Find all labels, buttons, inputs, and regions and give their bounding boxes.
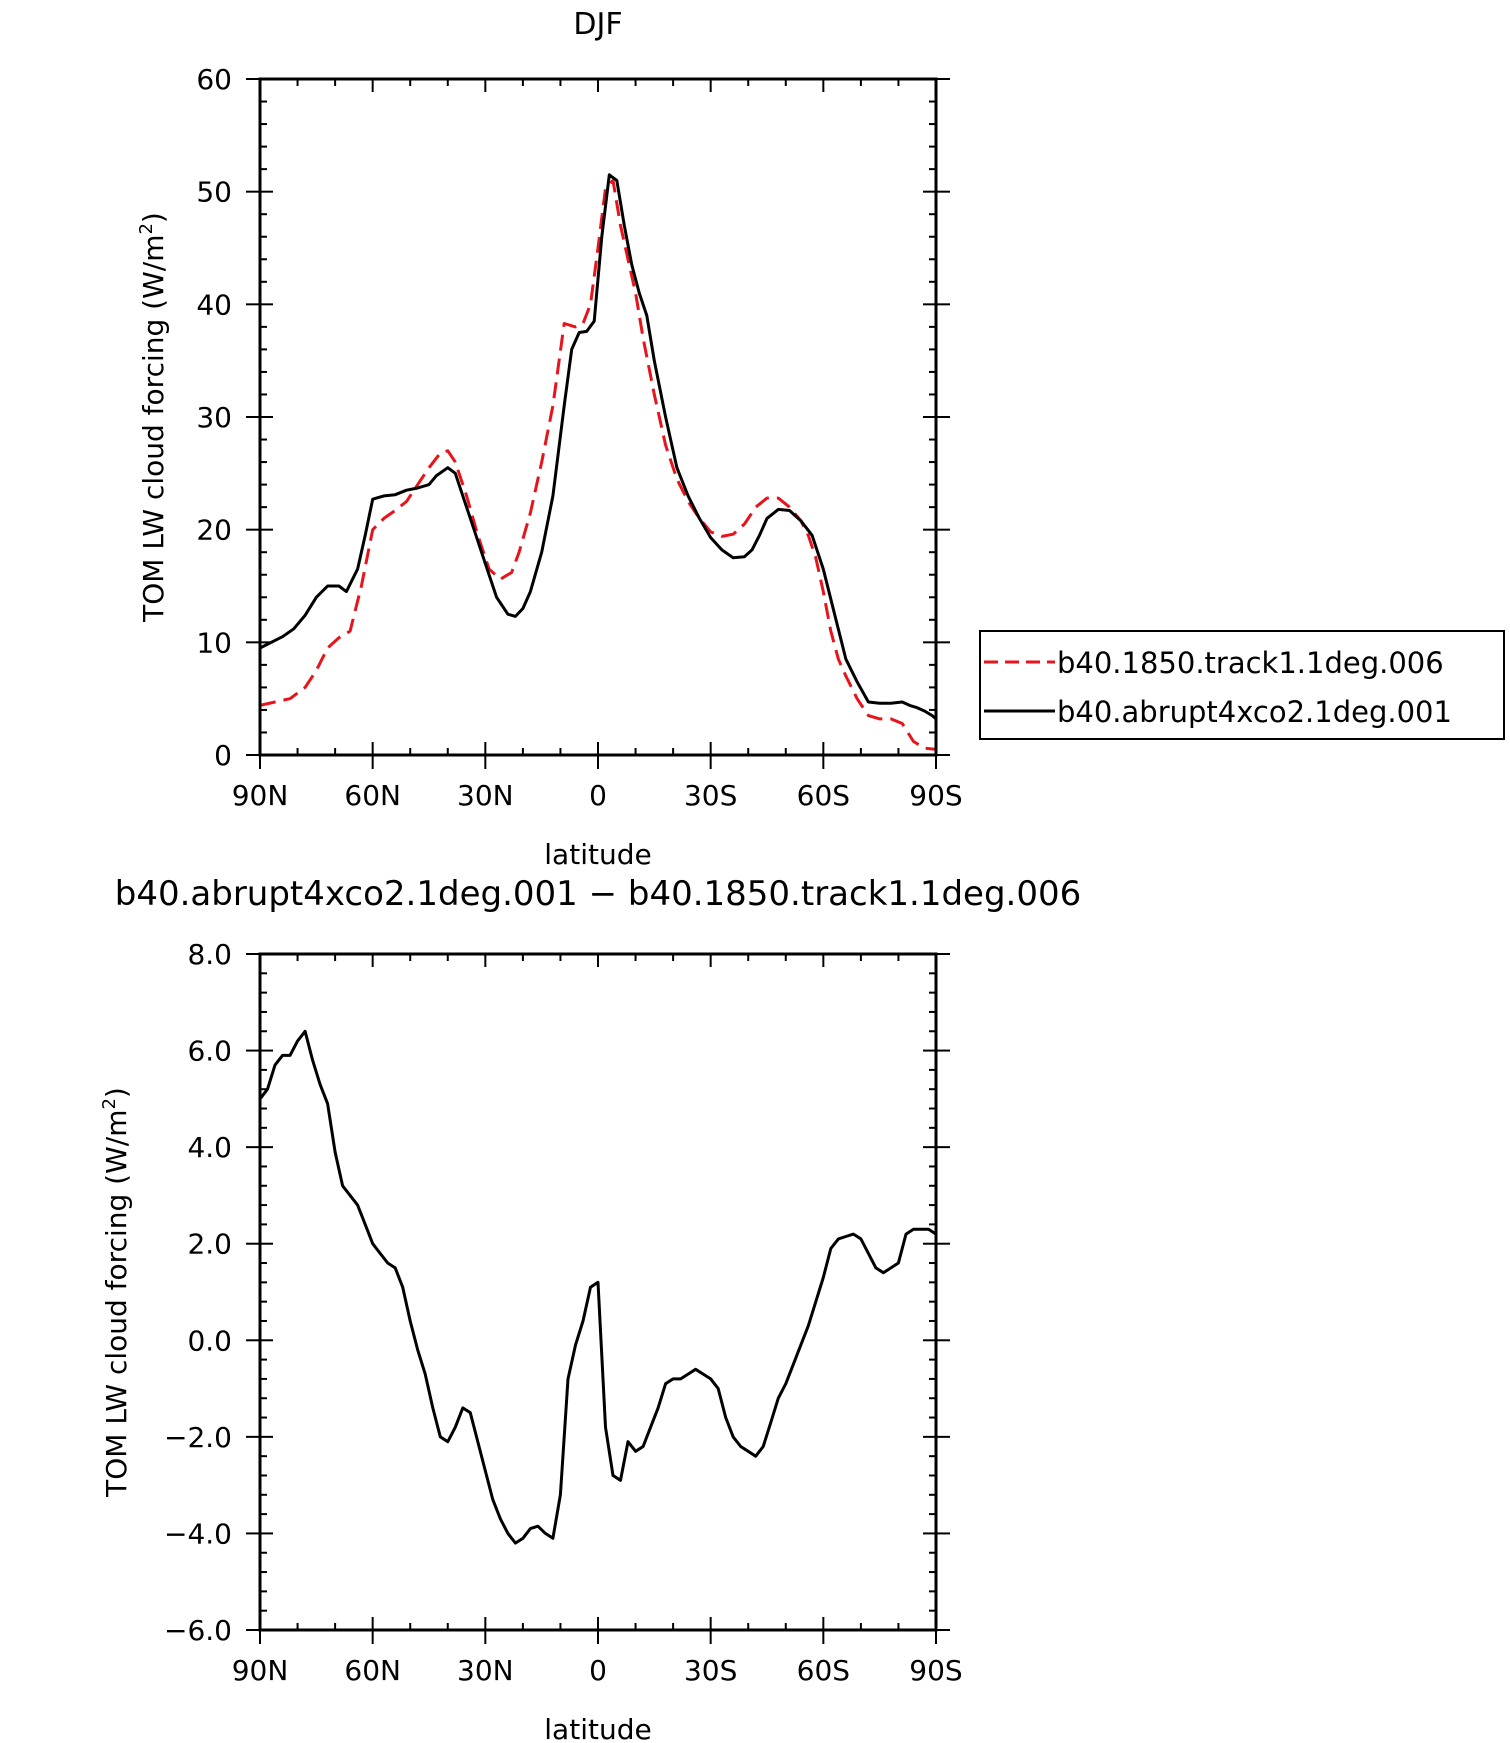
- bottom-y-axis-label: TOM LW cloud forcing (W/m2): [99, 1087, 133, 1498]
- top-y-tick-label: 20: [196, 514, 232, 547]
- bottom-y-tick-label: 4.0: [187, 1131, 232, 1164]
- top-y-tick-label: 50: [196, 176, 232, 209]
- bottom-x-tick-label: 60N: [344, 1654, 401, 1687]
- top-panel: DJF 90N 60N 30N 0 30S 60S 90S 0 10 20 30 40 50 60 lat…: [136, 7, 1505, 871]
- bottom-plot-frame: [258, 952, 938, 1632]
- top-y-axis-label: TOM LW cloud forcing (W/m2): [136, 212, 170, 623]
- bottom-y-tick-label: 0.0: [187, 1324, 232, 1357]
- top-x-tick-label: 60N: [344, 779, 401, 812]
- top-series-line-1: [259, 178, 937, 751]
- top-y-tick-label: 60: [196, 63, 232, 96]
- bottom-x-axis-label: latitude: [544, 1713, 651, 1743]
- top-x-axis-label: latitude: [544, 838, 651, 871]
- bottom-y-tick-label: −6.0: [164, 1614, 232, 1647]
- top-x-tick-label: 30N: [457, 779, 514, 812]
- bottom-series: [258, 1029, 937, 1545]
- bottom-x-tick-label: 90N: [232, 1654, 289, 1687]
- top-y-tick-label: 40: [196, 288, 232, 321]
- bottom-y-axis-label-sup: 2: [99, 1098, 120, 1109]
- bottom-panel: b40.abrupt4xco2.1deg.001 − b40.1850.trac…: [99, 874, 1081, 1743]
- legend-box: [979, 630, 1505, 740]
- top-y-axis-label-sup: 2: [136, 223, 157, 234]
- top-x-tick-label: 30S: [684, 779, 737, 812]
- bottom-x-tick-label: 30N: [457, 1654, 514, 1687]
- bottom-y-tick-label: 6.0: [187, 1035, 232, 1068]
- bottom-y-tick-label: −2.0: [164, 1421, 232, 1454]
- top-x-tick-label: 60S: [797, 779, 850, 812]
- top-plot-frame: [258, 77, 938, 757]
- top-x-tick-label: 0: [589, 779, 607, 812]
- bottom-axes: 90N 60N 30N 0 30S 60S 90S −6.0 −4.0 −2.0 0.0 2.0 4.0…: [164, 938, 963, 1687]
- top-y-tick-label: 10: [196, 626, 232, 659]
- bottom-chart-title: b40.abrupt4xco2.1deg.001 − b40.1850.trac…: [115, 874, 1082, 914]
- bottom-y-axis-label-main: TOM LW cloud forcing (W/m: [100, 1110, 133, 1498]
- top-y-tick-label: 30: [196, 401, 232, 434]
- bottom-y-tick-label: −4.0: [164, 1517, 232, 1550]
- top-axes: 90N 60N 30N 0 30S 60S 90S 0 10 20 30 40 50 60: [196, 63, 962, 812]
- bottom-x-tick-label: 60S: [797, 1654, 850, 1687]
- top-chart-title: DJF: [573, 7, 622, 42]
- top-series-line-2: [259, 173, 937, 721]
- top-y-tick-label: 0: [214, 739, 232, 772]
- legend: b40.1850.track1.1deg.006 b40.abrupt4xco2…: [979, 630, 1505, 740]
- bottom-x-tick-label: 0: [589, 1654, 607, 1687]
- top-series: [259, 173, 937, 751]
- bottom-series-line-1: [258, 1029, 937, 1545]
- top-x-tick-label: 90S: [909, 779, 962, 812]
- legend-label-control: b40.1850.track1.1deg.006: [1057, 646, 1444, 680]
- top-y-axis-label-close: ): [137, 212, 170, 223]
- bottom-y-tick-label: 2.0: [187, 1228, 232, 1261]
- top-y-axis-label-main: TOM LW cloud forcing (W/m: [137, 235, 170, 623]
- bottom-y-axis-label-close: ): [100, 1087, 133, 1098]
- bottom-x-tick-label: 90S: [909, 1654, 962, 1687]
- bottom-y-tick-label: 8.0: [187, 938, 232, 971]
- legend-label-abrupt4xco2: b40.abrupt4xco2.1deg.001: [1057, 695, 1452, 729]
- bottom-x-tick-label: 30S: [684, 1654, 737, 1687]
- top-x-tick-label: 90N: [232, 779, 289, 812]
